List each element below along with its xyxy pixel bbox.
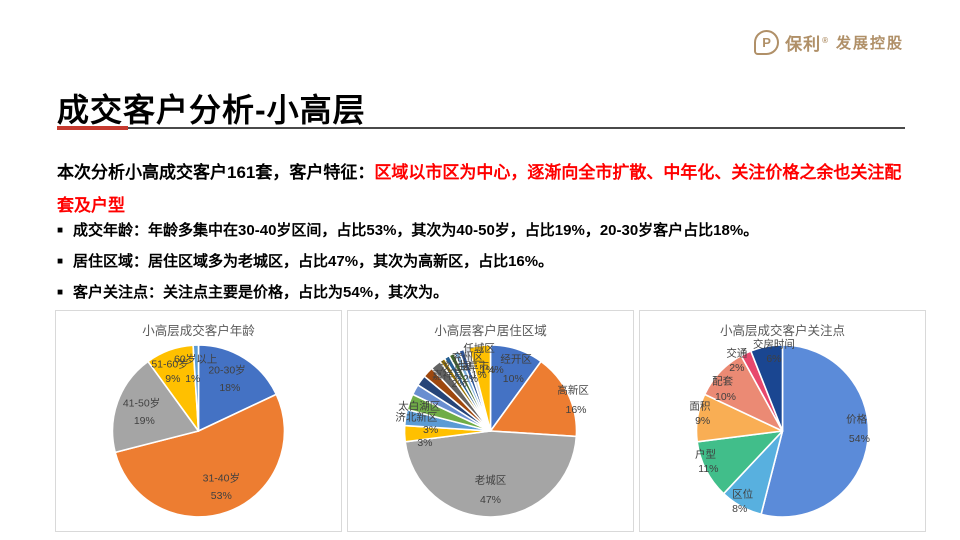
pie-slice [760,344,870,518]
chart-title: 小高层客户居住区域 [434,324,547,338]
summary-highlight-text: 区域以市区为中心，逐渐向全市扩散、中年化、关注价格之余也关注配套及户型 [57,163,902,215]
pie-slice [468,344,492,432]
pie-data-label: 高新区 [557,384,589,397]
list-item: ■ 居住区域：居住区域多为老城区，占比47%，其次为高新区，占比16%。 [57,246,942,277]
divider-gray-line [57,127,905,129]
pie-slice [750,344,784,432]
chart-panel-customer-age: 小高层成交客户年龄 20-30岁 18% 31-40岁 53% 41-50岁 19% 51-… [55,310,342,532]
pie-data-label: 交通 [726,347,748,360]
chart-title: 小高层成交客户关注点 [719,324,845,338]
key-points-list: ■ 成交年龄：年龄多集中在30-40岁区间，占比53%，其次为40-50岁，占比… [57,215,942,308]
list-item: ■ 客户关注点：关注点主要是价格，占比为54%，其次为。 [57,277,942,308]
pie-data-label: 老城区 [474,474,507,487]
pie-data-label: 3% [423,423,439,436]
registered-mark: ® [822,36,829,46]
page-title: 成交客户分析-小高层 [57,92,366,129]
bullet-square-icon: ■ [57,256,64,267]
divider-red-accent [57,126,128,130]
pie-data-label: 31-40岁 [202,472,240,485]
pie-slice [197,344,278,432]
bullet-text-area: 居住区域：居住区域多为老城区，占比47%，其次为高新区，占比16%。 [73,253,554,270]
pie-chart-living-area: 经开区 10% 高新区 16% 老城区 47% 太白湖区 济北新区 3% 3% 任城区 兖州区 曲阜市汶… [348,311,633,531]
pie-data-label: 配套 [712,375,734,388]
list-item: ■ 成交年龄：年龄多集中在30-40岁区间，占比53%，其次为40-50岁，占比… [57,215,942,246]
pie-data-label: 9% [165,373,181,386]
pie-data-label: 11% [698,463,719,476]
pie-data-label: 51-60岁 [151,358,189,371]
pie-data-label: 9% [695,415,711,427]
pie-data-label: 1% [185,373,201,386]
pie-data-label: 41-50岁 [122,397,161,410]
chart-panel-living-area: 小高层客户居住区域 经开区 10% 高新区 16% 老城区 47% 太白湖区 济北新区 3% 3%… [347,310,634,532]
bullet-text-age: 成交年龄：年龄多集中在30-40岁区间，占比53%，其次为40-50岁，占比19… [73,222,759,239]
summary-paragraph: 本次分析小高成交客户161套，客户特征：区域以市区为中心，逐渐向全市扩散、中年化… [57,156,917,222]
bullet-square-icon: ■ [57,287,64,298]
pie-data-label: 53% [210,489,232,502]
bullet-text-focus: 客户关注点：关注点主要是价格，占比为54%，其次为。 [73,284,449,301]
pie-data-label: 18% [219,382,241,394]
pie-data-label: 19% [133,415,155,427]
pie-data-label: 16% [565,404,587,416]
pie-data-label: 兖州区 [451,351,484,364]
pie-data-label: 47% [479,494,502,507]
charts-row: 小高层成交客户年龄 20-30岁 18% 31-40岁 53% 41-50岁 19% 51-… [55,310,926,532]
pie-data-label: 3% [417,437,433,449]
pie-data-label: 6% [766,353,782,366]
pie-data-label: 嘉祥县 [432,369,464,382]
pie-slice [404,430,578,518]
logo-suffix-text: 发展控股 [835,35,904,52]
pie-data-label: 1% [471,368,487,381]
pie-data-label: 10% [502,373,524,386]
pie-data-label: 任城区 [463,342,495,355]
pie-data-label: 交房时间 [752,338,795,351]
pie-data-label: 2% [729,362,745,375]
pie-data-label: 价格 [846,413,868,426]
pie-data-label: 2% [462,373,479,386]
pie-data-label: 济北新区 [395,411,438,424]
pie-slice [192,344,200,432]
pie-data-label: 曲阜市 [457,360,490,373]
pie-chart-focus-points: 价格 54% 区位 8% 户型 11% 面积 9% 配套 10% 交通 2% 交房时间 6% [640,311,925,531]
pie-data-label: 4% [488,364,504,377]
pie-data-label: 汶上县 [440,360,473,373]
pie-data-label: 面积 [689,400,711,413]
chart-title: 小高层成交客户年龄 [142,324,255,338]
pie-slice [111,360,200,454]
poly-logo-icon: P [754,30,780,55]
pie-data-label: 8% [732,503,748,515]
pie-data-label: 54% [848,432,870,445]
bullet-square-icon: ■ [57,225,64,236]
summary-lead-text: 本次分析小高成交客户161套，客户特征： [57,163,375,182]
title-divider [57,126,905,131]
logo-brand-text: 保利® [785,35,829,54]
pie-data-label: 60岁以上 [174,353,218,366]
pie-data-label: 经开区 [500,353,532,366]
pie-data-label: 1% [480,364,496,377]
pie-data-label: 20-30岁 [208,364,246,377]
pie-data-label: 太白湖区 [398,400,441,413]
pie-data-label: 2% [451,377,467,390]
pie-data-label: 户型 [695,448,717,461]
pie-slice [489,360,578,438]
chart-panel-focus-points: 小高层成交客户关注点 价格 54% 区位 8% 户型 11% 面积 9% 配套 10% 交通 2% 交房… [639,310,926,532]
pie-chart-customer-age: 20-30岁 18% 31-40岁 53% 41-50岁 19% 51-60岁 9% 60岁以上… [56,311,341,531]
company-logo: P 保利® 发展控股 [754,30,904,55]
pie-slice [114,393,286,518]
pie-data-label: 10% [714,390,737,403]
pie-data-label: 区位 [732,488,754,501]
